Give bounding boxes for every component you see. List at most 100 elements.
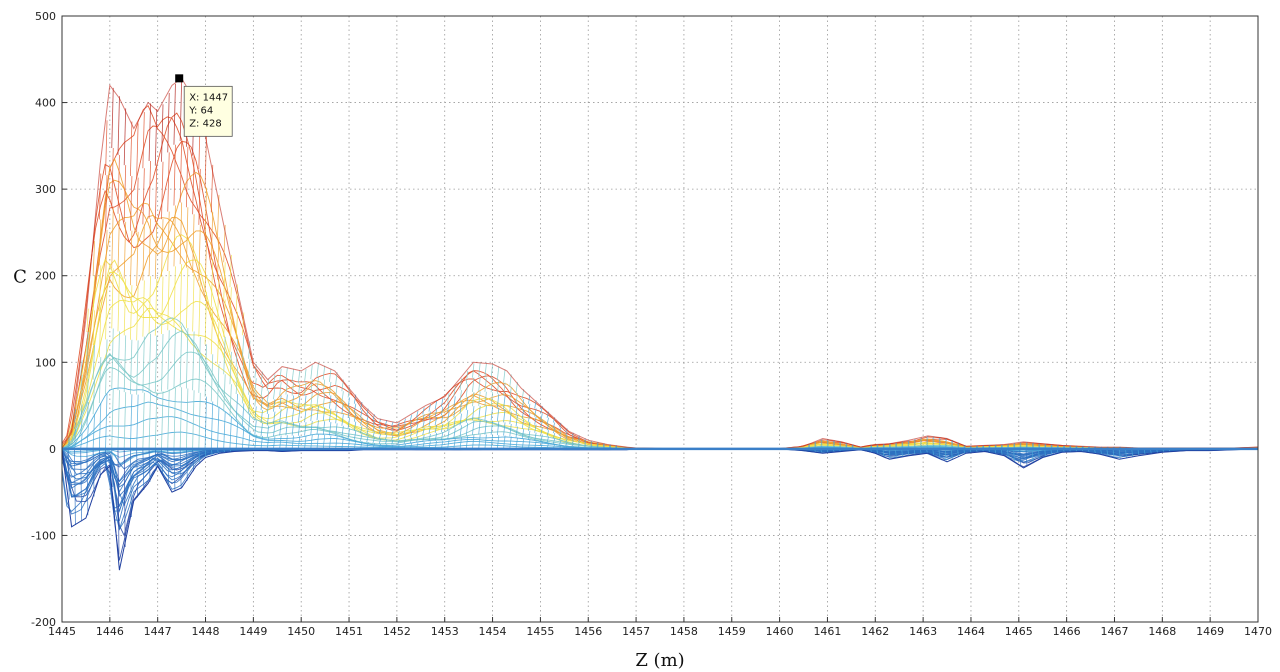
mesh-vertical-lower	[192, 448, 195, 472]
mesh-vertical	[1000, 445, 1003, 448]
mesh-vertical	[1069, 446, 1072, 448]
mesh-line-lower	[61, 448, 1258, 513]
mesh-vertical	[223, 411, 226, 449]
mesh-vertical	[478, 434, 481, 449]
mesh-vertical	[459, 413, 462, 426]
mesh-vertical	[391, 430, 394, 436]
mesh-vertical	[142, 392, 145, 449]
mesh-vertical	[372, 431, 375, 438]
x-tick-label: 1469	[1196, 625, 1224, 638]
mesh-vertical	[310, 434, 313, 449]
mesh-vertical	[167, 211, 170, 271]
mesh-vertical	[571, 443, 574, 447]
mesh-vertical	[951, 442, 954, 445]
mesh-vertical	[839, 443, 842, 446]
mesh-vertical	[552, 422, 556, 428]
mesh-vertical	[1031, 443, 1034, 446]
mesh-vertical	[528, 403, 531, 413]
mesh-vertical	[173, 144, 176, 206]
mesh-vertical	[534, 440, 537, 449]
mesh-vertical	[285, 408, 288, 422]
mesh-vertical	[913, 442, 916, 445]
data-tip-line: X: 1447	[189, 92, 228, 103]
mesh-vertical	[490, 392, 494, 407]
mesh-vertical	[74, 415, 77, 423]
mesh-vertical	[976, 446, 978, 448]
mesh-vertical	[453, 385, 456, 397]
mesh-vertical	[142, 168, 145, 225]
mesh-vertical	[546, 430, 549, 437]
mesh-vertical	[316, 391, 319, 406]
mesh-vertical	[919, 442, 923, 446]
mesh-vertical-lower	[142, 448, 145, 490]
mesh-vertical	[117, 272, 120, 332]
mesh-vertical	[534, 424, 537, 433]
mesh-vertical	[596, 445, 599, 447]
mesh-vertical	[310, 406, 313, 422]
mesh-vertical	[291, 395, 295, 409]
mesh-vertical	[1019, 444, 1022, 446]
data-tip[interactable]: X: 1447 Y: 64 Z: 428	[175, 74, 233, 137]
data-tip-marker[interactable]	[175, 74, 184, 83]
mesh-vertical	[304, 422, 307, 436]
x-tick-label: 1457	[622, 625, 650, 638]
mesh-vertical	[111, 208, 114, 269]
mesh-vertical	[235, 366, 239, 395]
mesh-vertical	[241, 357, 245, 381]
mesh-vertical	[179, 325, 183, 388]
mesh-vertical	[130, 121, 133, 177]
mesh-vertical	[465, 383, 469, 397]
mesh-vertical	[391, 435, 394, 440]
mesh-vertical	[1025, 445, 1028, 447]
mesh-vertical	[913, 440, 916, 443]
mesh-vertical	[111, 388, 114, 449]
mesh-vertical	[1000, 446, 1003, 448]
mesh-vertical	[105, 339, 108, 395]
mesh-vertical	[1044, 444, 1047, 446]
mesh-vertical	[329, 435, 332, 449]
mesh-vertical	[391, 426, 394, 431]
mesh-vertical	[335, 410, 338, 424]
mesh-vertical	[472, 420, 475, 435]
mesh-vertical	[957, 445, 960, 448]
mesh-vertical	[92, 310, 95, 345]
mesh-vertical	[876, 446, 879, 448]
mesh-vertical	[403, 423, 406, 429]
mesh-vertical	[92, 275, 95, 311]
mesh-vertical	[341, 425, 344, 438]
mesh-vertical	[167, 152, 170, 212]
mesh-vertical	[590, 443, 593, 446]
mesh-vertical	[347, 438, 350, 449]
mesh-vertical	[335, 423, 338, 437]
mesh-vertical	[167, 330, 170, 390]
mesh-vertical	[279, 368, 282, 383]
mesh-vertical	[832, 441, 835, 444]
mesh-vertical-lower	[154, 448, 157, 471]
mesh-vertical	[596, 442, 599, 445]
mesh-vertical	[832, 445, 835, 448]
mesh-vertical	[453, 417, 456, 428]
mesh-vertical	[130, 285, 133, 340]
mesh-vertical	[360, 425, 363, 434]
y-tick-label: 300	[35, 183, 56, 196]
mesh-vertical	[198, 168, 201, 225]
mesh-vertical	[285, 380, 288, 395]
mesh-vertical	[360, 433, 363, 442]
grid	[61, 15, 1259, 623]
mesh-vertical	[832, 442, 835, 445]
mesh-vertical	[67, 437, 71, 440]
mesh-vertical	[1069, 445, 1072, 448]
mesh-vertical	[577, 442, 581, 445]
mesh-vertical	[826, 443, 829, 446]
mesh-vertical	[465, 435, 469, 449]
mesh-vertical	[895, 444, 898, 447]
mesh-vertical	[1031, 444, 1034, 447]
mesh-vertical	[372, 419, 375, 426]
mesh-vertical	[316, 405, 319, 421]
mesh-vertical	[808, 446, 810, 448]
mesh-vertical	[907, 442, 910, 445]
mesh-vertical	[67, 442, 71, 446]
mesh-vertical	[254, 406, 257, 421]
mesh-vertical	[440, 415, 444, 424]
mesh-vertical	[74, 408, 77, 416]
